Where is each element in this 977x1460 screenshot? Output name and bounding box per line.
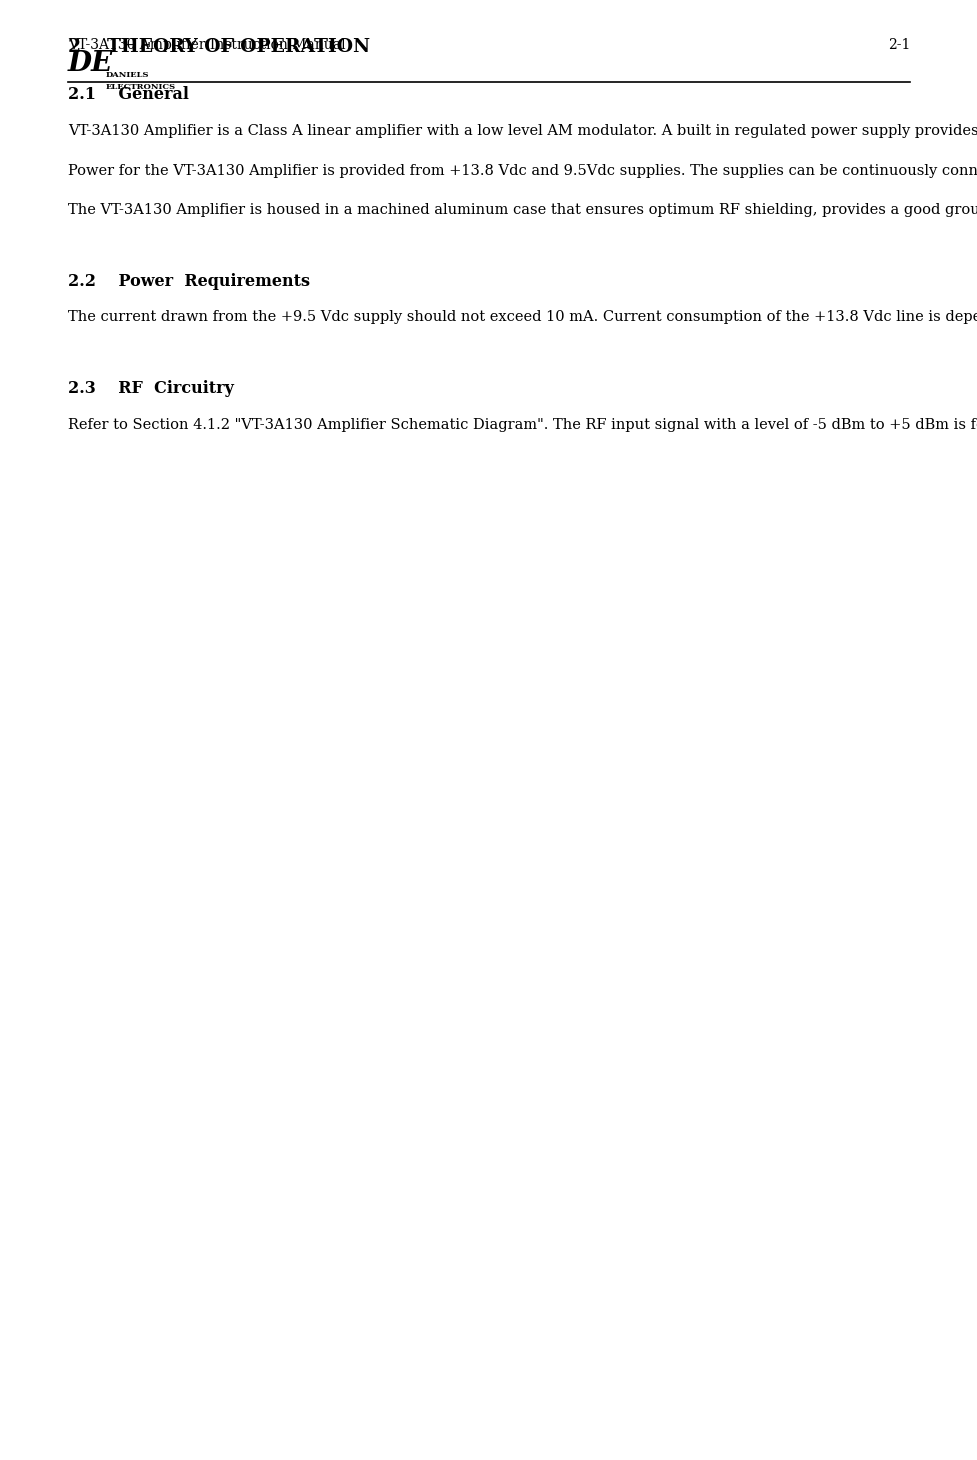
Text: 2-1: 2-1 — [887, 38, 909, 53]
Text: 2.1    General: 2.1 General — [68, 86, 189, 104]
Text: DANIELS: DANIELS — [106, 72, 149, 79]
Text: ELECTRONICS: ELECTRONICS — [106, 83, 176, 91]
Text: Power for the VT-3A130 Amplifier is provided from +13.8 Vdc and 9.5Vdc supplies.: Power for the VT-3A130 Amplifier is prov… — [68, 164, 977, 178]
Text: The VT-3A130 Amplifier is housed in a machined aluminum case that ensures optimu: The VT-3A130 Amplifier is housed in a ma… — [68, 203, 977, 218]
Text: Refer to Section 4.1.2 "VT-3A130 Amplifier Schematic Diagram". The RF input sign: Refer to Section 4.1.2 "VT-3A130 Amplifi… — [68, 418, 977, 432]
Text: 2.2    Power  Requirements: 2.2 Power Requirements — [68, 273, 310, 289]
Text: 2.3    RF  Circuitry: 2.3 RF Circuitry — [68, 380, 234, 397]
Text: 2    THEORY OF OPERATION: 2 THEORY OF OPERATION — [68, 38, 369, 55]
Text: VT-3A130 Amplifier Instruction Manual: VT-3A130 Amplifier Instruction Manual — [68, 38, 345, 53]
Text: VT-3A130 Amplifier is a Class A linear amplifier with a low level AM modulator. : VT-3A130 Amplifier is a Class A linear a… — [68, 124, 977, 139]
Text: DE: DE — [68, 50, 113, 77]
Text: The current drawn from the +9.5 Vdc supply should not exceed 10 mA. Current cons: The current drawn from the +9.5 Vdc supp… — [68, 311, 977, 324]
